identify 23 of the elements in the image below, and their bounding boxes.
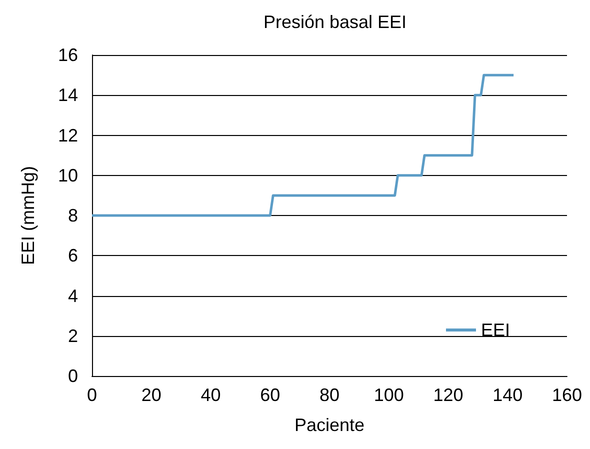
y-axis-title: EEI (mmHg) xyxy=(18,166,38,265)
y-tick-label: 10 xyxy=(58,165,78,186)
x-axis-title: Paciente xyxy=(294,415,365,435)
y-tick-label: 6 xyxy=(68,246,78,266)
x-tick-label: 40 xyxy=(200,385,221,405)
y-tick-label: 16 xyxy=(58,45,78,65)
x-tick-label: 60 xyxy=(260,385,280,405)
x-tick-label: 160 xyxy=(552,385,582,405)
y-tick-label: 14 xyxy=(58,85,78,106)
x-tick-label: 140 xyxy=(492,385,523,405)
chart-title: Presión basal EEI xyxy=(263,12,407,32)
y-tick-label: 0 xyxy=(68,366,78,386)
y-tick-label: 8 xyxy=(68,206,78,226)
x-tick-label: 20 xyxy=(141,385,162,405)
line-series xyxy=(90,74,515,217)
x-tick-label: 80 xyxy=(319,385,340,405)
y-tick-label: 4 xyxy=(68,286,78,306)
x-tick-label: 100 xyxy=(374,385,404,405)
x-tick-label: 0 xyxy=(86,385,98,405)
legend-label: EEI xyxy=(480,320,510,340)
y-tick-label: 2 xyxy=(68,326,78,346)
x-tick-label: 120 xyxy=(433,385,464,405)
y-tick-label: 12 xyxy=(58,125,78,146)
